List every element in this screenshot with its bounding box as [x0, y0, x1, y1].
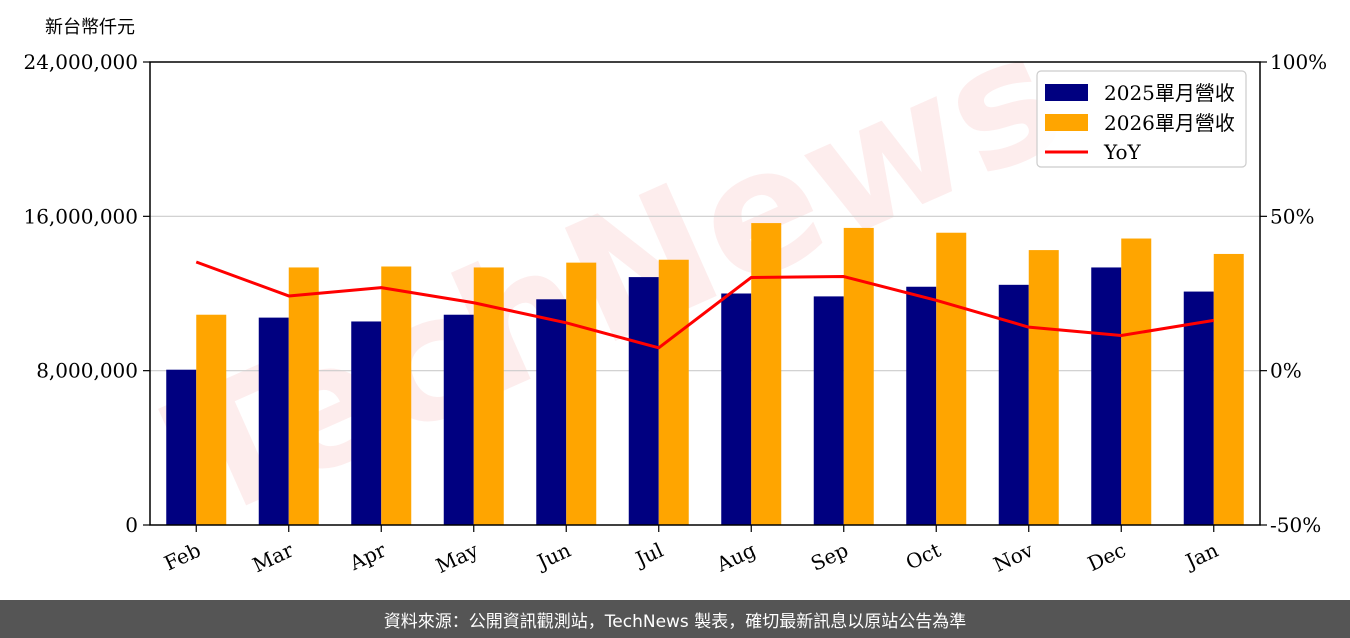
legend-box	[1036, 70, 1247, 168]
y-left-tick-label: 8,000,000	[36, 359, 138, 383]
bar-2026-jan	[1213, 253, 1244, 525]
yoy-line	[195, 260, 1214, 350]
source-text: 資料來源：公開資訊觀測站，TechNews 製表，確切最新訊息以原站公告為準	[383, 611, 967, 632]
y-left-tick-label: 24,000,000	[23, 50, 138, 74]
x-tick-label: Jul	[630, 538, 667, 572]
x-tick-label: Feb	[160, 538, 204, 576]
bar-2025-may	[443, 314, 474, 525]
x-tick-label: Aug	[712, 538, 760, 577]
plot-frame	[149, 61, 1261, 526]
x-tick-label: Dec	[1084, 538, 1130, 576]
bar-2026-jun	[566, 262, 597, 525]
revenue-chart: TechNews 0 -50%8,000,000 0%16,000,000 50%24…	[23, 0, 1327, 578]
bar-2026-sep	[843, 227, 874, 526]
legend-swatch	[1045, 114, 1088, 131]
bar-2026-oct	[936, 232, 967, 525]
x-tick-label: Jan	[1180, 538, 1222, 575]
x-tick-label: Sep	[807, 538, 852, 576]
bar-2025-jan	[1183, 291, 1214, 525]
bar-2025-aug	[721, 293, 752, 525]
bar-2025-apr	[351, 321, 382, 525]
bar-2025-feb	[166, 369, 197, 525]
y-left-tick-label: 16,000,000	[23, 204, 138, 228]
legend-label: 2025單月營收	[1104, 81, 1235, 105]
legend-label: YoY	[1103, 140, 1142, 164]
bar-2025-dec	[1091, 267, 1122, 525]
bar-2026-may	[473, 267, 504, 525]
bar-2026-mar	[288, 267, 319, 525]
x-tick-label: Jun	[532, 538, 575, 575]
y-right-tick-label: 100%	[1270, 50, 1327, 74]
x-tick-label: May	[432, 537, 482, 578]
y-left-tick-label: 0	[125, 513, 138, 537]
bar-2026-aug	[751, 223, 782, 525]
bar-2026-feb	[196, 314, 227, 525]
bar-2026-dec	[1121, 238, 1152, 526]
yoy-line-series	[195, 260, 1214, 350]
bar-2025-mar	[258, 317, 289, 525]
y-right-tick-label: 50%	[1270, 204, 1314, 228]
x-tick-label: Nov	[990, 537, 1038, 576]
legend-label: 2026單月營收	[1104, 111, 1235, 135]
bar-2025-jun	[536, 299, 567, 525]
bar-2026-jul	[658, 259, 689, 525]
x-tick-label: Oct	[902, 538, 944, 575]
y-right-tick-label: 0%	[1270, 359, 1302, 383]
y-right-tick-label: -50%	[1270, 513, 1321, 537]
x-tick-label: Apr	[345, 538, 390, 576]
bar-2025-sep	[813, 296, 844, 525]
bar-series	[166, 223, 1244, 526]
source-footer: 資料來源：公開資訊觀測站，TechNews 製表，確切最新訊息以原站公告為準	[0, 600, 1350, 638]
bar-2025-jul	[628, 277, 659, 525]
bar-2026-nov	[1028, 250, 1059, 525]
legend-swatch	[1045, 84, 1088, 101]
unit-label: 新台幣仟元	[45, 17, 135, 38]
legend: 2025單月營收 2026單月營收 YoY	[1036, 70, 1247, 168]
bar-2026-apr	[381, 266, 412, 525]
bar-2025-oct	[906, 286, 937, 525]
gridlines	[150, 215, 1260, 372]
